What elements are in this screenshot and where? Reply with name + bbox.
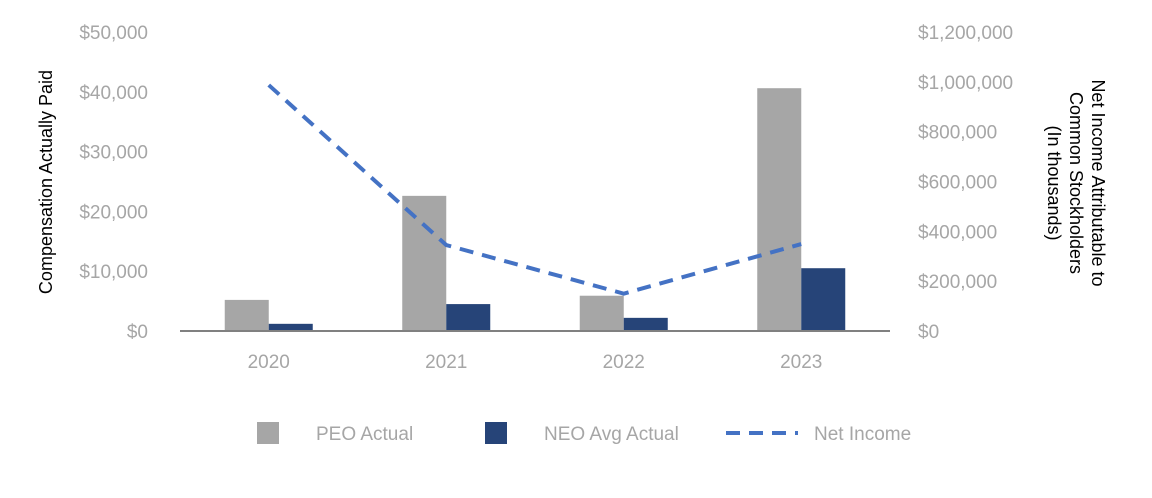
y2-tick-label: $1,200,000 bbox=[918, 23, 1013, 44]
y2-tick-label: $200,000 bbox=[918, 272, 997, 293]
y2-axis-title-line: Common Stockholders bbox=[1066, 92, 1086, 274]
y-tick-label: $10,000 bbox=[79, 262, 148, 283]
legend-swatch-neo bbox=[485, 422, 507, 444]
y2-axis-title-line: Net Income Attributable to bbox=[1088, 79, 1108, 286]
legend-label-net-income: Net Income bbox=[814, 424, 911, 445]
y2-tick-label: $0 bbox=[918, 322, 939, 343]
x-tick-label: 2020 bbox=[248, 352, 290, 373]
bar-neo-avg-actual bbox=[268, 323, 313, 331]
y-axis-title: Compensation Actually Paid bbox=[36, 70, 56, 294]
bar-neo-avg-actual bbox=[446, 304, 491, 331]
y-tick-label: $50,000 bbox=[79, 23, 148, 44]
bar-peo-actual bbox=[579, 295, 624, 331]
y2-tick-label: $800,000 bbox=[918, 123, 997, 144]
y2-axis-title-line: (In thousands) bbox=[1044, 125, 1064, 240]
line-net-income bbox=[267, 83, 802, 296]
y2-tick-label: $1,000,000 bbox=[918, 73, 1013, 94]
bar-peo-actual bbox=[757, 88, 802, 331]
y2-tick-label: $400,000 bbox=[918, 222, 997, 243]
x-tick-label: 2022 bbox=[603, 352, 645, 373]
x-tick-label: 2021 bbox=[425, 352, 467, 373]
bar-peo-actual bbox=[402, 195, 447, 331]
y2-tick-label: $600,000 bbox=[918, 173, 997, 194]
y-tick-label: $30,000 bbox=[79, 143, 148, 164]
bar-neo-avg-actual bbox=[801, 268, 846, 331]
y-tick-label: $40,000 bbox=[79, 83, 148, 104]
bar-peo-actual bbox=[224, 299, 269, 331]
y-tick-label: $0 bbox=[127, 322, 148, 343]
bar-neo-avg-actual bbox=[623, 317, 668, 331]
legend-swatch-peo bbox=[257, 422, 279, 444]
legend-label-neo: NEO Avg Actual bbox=[544, 424, 679, 445]
y-tick-label: $20,000 bbox=[79, 202, 148, 223]
x-tick-label: 2023 bbox=[780, 352, 822, 373]
legend-label-peo: PEO Actual bbox=[316, 424, 413, 445]
